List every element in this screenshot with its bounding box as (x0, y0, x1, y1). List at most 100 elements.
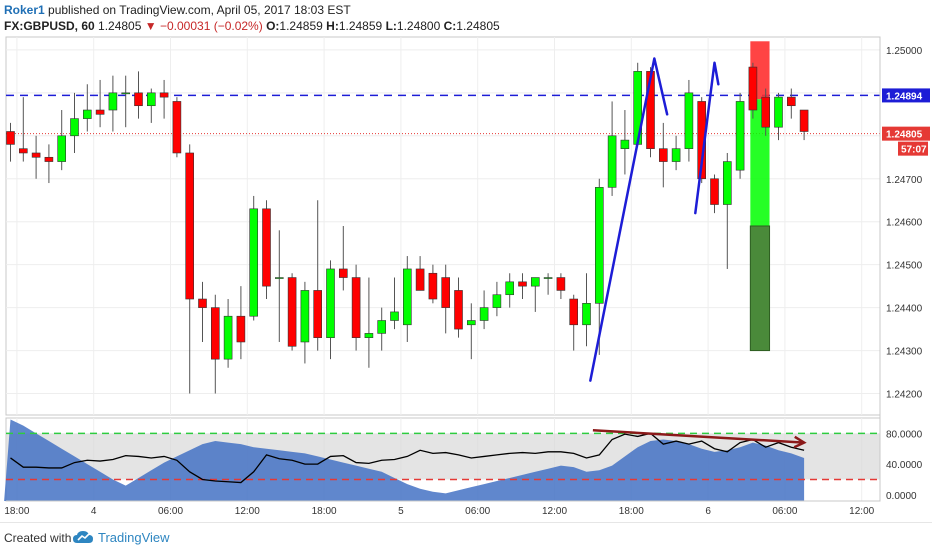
price-tick-label: 1.24500 (886, 261, 923, 272)
price-tick-label: 1.24300 (886, 347, 923, 358)
bearish-candle[interactable] (338, 226, 348, 291)
bullish-candle[interactable] (505, 273, 515, 308)
bearish-candle[interactable] (556, 273, 566, 300)
bearish-candle[interactable] (799, 109, 809, 141)
price-line-label: 1.24805 (886, 130, 923, 141)
extended-target-zone[interactable] (749, 225, 771, 352)
bearish-candle[interactable] (518, 273, 527, 300)
candle-body (722, 161, 732, 205)
candle-body (479, 307, 489, 321)
trend-zigzag-drawing[interactable] (694, 61, 720, 215)
bullish-candle[interactable] (402, 256, 412, 342)
candle-body (620, 139, 630, 149)
take-profit-zone[interactable] (750, 99, 770, 226)
candle-body (70, 118, 79, 137)
bullish-candle[interactable] (364, 277, 374, 368)
bearish-candle[interactable] (211, 294, 220, 394)
bearish-candle[interactable] (44, 144, 54, 184)
bearish-candle[interactable] (95, 79, 105, 128)
low-label: L: (385, 19, 397, 33)
candle-body (44, 156, 54, 162)
bearish-candle[interactable] (134, 71, 143, 119)
bullish-candle[interactable] (620, 110, 630, 175)
bullish-candle[interactable] (83, 84, 92, 132)
price-line-label-bg (882, 88, 930, 103)
bullish-candle[interactable] (223, 299, 233, 368)
candle-body (748, 66, 758, 111)
bearish-candle[interactable] (569, 294, 579, 351)
author-name[interactable]: Roker1 (4, 3, 45, 17)
bullish-candle[interactable] (735, 92, 745, 179)
main-price-pane[interactable] (5, 36, 881, 416)
close-value: 1.24805 (456, 19, 500, 33)
bullish-candle[interactable] (492, 281, 502, 317)
candle-body (147, 92, 156, 107)
divergence-arrow-line[interactable] (592, 429, 805, 444)
candle-body (185, 152, 194, 300)
bearish-candle[interactable] (185, 144, 194, 394)
price-chart[interactable]: 1.250001.249001.248001.247001.246001.245… (0, 0, 932, 522)
bearish-candle[interactable] (351, 264, 361, 351)
bullish-candle[interactable] (326, 260, 335, 360)
candle-body (377, 320, 387, 334)
bullish-candle[interactable] (582, 273, 591, 347)
candle-body (262, 208, 271, 287)
bearish-candle[interactable] (18, 97, 28, 162)
bearish-candle[interactable] (159, 79, 169, 119)
time-tick-label: 4 (91, 506, 97, 517)
symbol-label[interactable]: FX:GBPUSD, 60 (4, 19, 95, 33)
bullish-candle[interactable] (671, 135, 681, 171)
candle-body (594, 187, 604, 304)
bearish-candle[interactable] (658, 122, 668, 188)
bearish-candle[interactable] (441, 264, 451, 334)
candle-body (83, 109, 92, 119)
candle-body (121, 92, 130, 95)
bullish-candle[interactable] (722, 152, 732, 269)
bullish-candle[interactable] (147, 88, 156, 123)
time-tick-label: 12:00 (542, 506, 567, 517)
bearish-candle[interactable] (287, 273, 297, 351)
bearish-candle[interactable] (428, 264, 438, 304)
bearish-candle[interactable] (710, 174, 719, 214)
bearish-candle[interactable] (748, 62, 758, 119)
bullish-candle[interactable] (390, 277, 399, 330)
bullish-candle[interactable] (274, 230, 284, 342)
bearish-candle[interactable] (236, 286, 246, 360)
bullish-candle[interactable] (300, 281, 310, 364)
bullish-candle[interactable] (57, 110, 67, 171)
bearish-candle[interactable] (313, 200, 323, 351)
bullish-candle[interactable] (249, 195, 258, 321)
candle-body (569, 298, 579, 326)
bullish-candle[interactable] (108, 75, 118, 132)
bullish-candle[interactable] (684, 79, 694, 162)
bearish-candle[interactable] (415, 256, 425, 291)
published-text: published on TradingView.com, April 05, … (48, 3, 351, 17)
bearish-candle[interactable] (6, 122, 15, 162)
rsi-pane[interactable] (4, 417, 881, 502)
bearish-candle[interactable] (172, 97, 182, 158)
bearish-candle[interactable] (454, 277, 463, 338)
bullish-candle[interactable] (479, 290, 489, 330)
tradingview-brand[interactable]: TradingView (98, 530, 170, 545)
bearish-candle[interactable] (786, 88, 796, 119)
bullish-candle[interactable] (466, 303, 476, 360)
bullish-candle[interactable] (70, 92, 79, 153)
trend-zigzag-drawing[interactable] (589, 57, 669, 382)
bullish-candle[interactable] (774, 92, 783, 141)
bullish-candle[interactable] (543, 273, 553, 295)
bullish-candle[interactable] (121, 75, 130, 128)
price-line-label: 1.24894 (886, 91, 923, 102)
countdown-label: 57:07 (901, 145, 927, 156)
candle-body (454, 290, 463, 330)
bullish-candle[interactable] (607, 101, 617, 196)
bullish-candle[interactable] (377, 307, 387, 351)
bearish-candle[interactable] (198, 281, 207, 342)
indicator-area (4, 419, 805, 501)
bearish-candle[interactable] (31, 135, 41, 179)
bullish-candle[interactable] (530, 277, 540, 312)
bearish-candle[interactable] (262, 200, 271, 300)
bullish-candle[interactable] (594, 178, 604, 355)
candle-body (658, 148, 668, 162)
divergence-arrow-head (793, 435, 807, 449)
bearish-candle[interactable] (761, 88, 771, 136)
